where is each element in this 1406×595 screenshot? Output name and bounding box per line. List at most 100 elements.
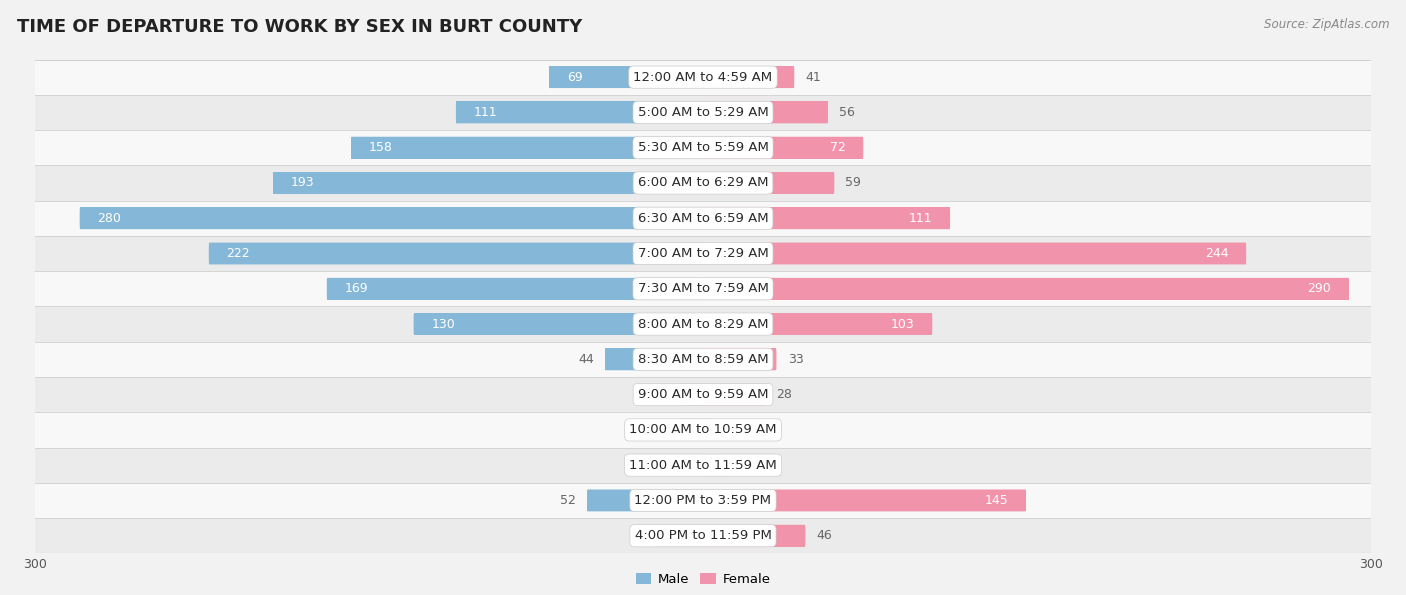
Text: 72: 72 (830, 141, 845, 154)
Bar (703, 525, 806, 547)
Bar (273, 172, 703, 194)
FancyBboxPatch shape (352, 137, 703, 159)
Text: 169: 169 (344, 282, 368, 295)
Bar (703, 419, 714, 441)
Text: 10:00 AM to 10:59 AM: 10:00 AM to 10:59 AM (630, 424, 776, 436)
Bar (588, 490, 703, 511)
Text: 1: 1 (682, 459, 689, 472)
FancyBboxPatch shape (703, 419, 714, 441)
Text: 4:00 PM to 11:59 PM: 4:00 PM to 11:59 PM (634, 529, 772, 542)
Text: 111: 111 (474, 106, 498, 119)
Bar (703, 172, 834, 194)
Text: 244: 244 (1205, 247, 1229, 260)
FancyBboxPatch shape (703, 525, 806, 547)
Text: 33: 33 (787, 353, 803, 366)
Text: 5:00 AM to 5:29 AM: 5:00 AM to 5:29 AM (638, 106, 768, 119)
Bar (703, 278, 1348, 300)
Bar (35, 271, 1371, 306)
FancyBboxPatch shape (703, 349, 776, 370)
FancyBboxPatch shape (703, 66, 794, 88)
FancyBboxPatch shape (605, 349, 703, 370)
FancyBboxPatch shape (703, 313, 932, 335)
Text: 130: 130 (432, 318, 456, 331)
Text: 10: 10 (737, 459, 752, 472)
Text: 9:00 AM to 9:59 AM: 9:00 AM to 9:59 AM (638, 388, 768, 401)
Bar (35, 60, 1371, 95)
Bar (35, 306, 1371, 342)
FancyBboxPatch shape (413, 313, 703, 335)
Text: 222: 222 (226, 247, 250, 260)
FancyBboxPatch shape (80, 207, 703, 229)
FancyBboxPatch shape (658, 525, 703, 547)
Bar (658, 525, 703, 547)
Text: 56: 56 (839, 106, 855, 119)
FancyBboxPatch shape (700, 454, 703, 476)
Text: 5:30 AM to 5:59 AM: 5:30 AM to 5:59 AM (637, 141, 769, 154)
FancyBboxPatch shape (703, 384, 765, 406)
FancyBboxPatch shape (326, 278, 703, 300)
Bar (703, 349, 776, 370)
FancyBboxPatch shape (703, 102, 828, 123)
Text: Source: ZipAtlas.com: Source: ZipAtlas.com (1264, 18, 1389, 31)
Text: 11: 11 (651, 424, 668, 436)
Bar (326, 278, 703, 300)
Text: 7:00 AM to 7:29 AM: 7:00 AM to 7:29 AM (638, 247, 768, 260)
Bar (35, 412, 1371, 447)
Bar (703, 207, 950, 229)
FancyBboxPatch shape (588, 490, 703, 511)
Bar (703, 102, 828, 123)
Text: 10: 10 (654, 388, 669, 401)
Bar (80, 207, 703, 229)
Text: 158: 158 (368, 141, 392, 154)
FancyBboxPatch shape (703, 172, 834, 194)
Bar (703, 384, 765, 406)
Bar (605, 349, 703, 370)
Bar (35, 447, 1371, 483)
Bar (35, 165, 1371, 201)
Text: 290: 290 (1308, 282, 1330, 295)
Text: 44: 44 (578, 353, 593, 366)
FancyBboxPatch shape (703, 490, 1026, 511)
FancyBboxPatch shape (550, 66, 703, 88)
Text: TIME OF DEPARTURE TO WORK BY SEX IN BURT COUNTY: TIME OF DEPARTURE TO WORK BY SEX IN BURT… (17, 18, 582, 36)
Text: 5: 5 (725, 424, 734, 436)
Text: 12:00 AM to 4:59 AM: 12:00 AM to 4:59 AM (634, 71, 772, 84)
Bar (413, 313, 703, 335)
FancyBboxPatch shape (679, 419, 703, 441)
Text: 52: 52 (560, 494, 576, 507)
Bar (35, 518, 1371, 553)
Bar (700, 454, 703, 476)
Text: 6:00 AM to 6:29 AM: 6:00 AM to 6:29 AM (638, 177, 768, 189)
Bar (35, 201, 1371, 236)
Text: 111: 111 (908, 212, 932, 225)
Bar (208, 243, 703, 264)
FancyBboxPatch shape (273, 172, 703, 194)
FancyBboxPatch shape (208, 243, 703, 264)
FancyBboxPatch shape (456, 102, 703, 123)
Bar (550, 66, 703, 88)
Text: 8:30 AM to 8:59 AM: 8:30 AM to 8:59 AM (638, 353, 768, 366)
Bar (456, 102, 703, 123)
FancyBboxPatch shape (703, 207, 950, 229)
Text: 7:30 AM to 7:59 AM: 7:30 AM to 7:59 AM (637, 282, 769, 295)
Text: 20: 20 (631, 529, 647, 542)
Bar (35, 483, 1371, 518)
Bar (703, 243, 1246, 264)
Text: 280: 280 (97, 212, 121, 225)
Bar (703, 454, 725, 476)
Text: 46: 46 (817, 529, 832, 542)
FancyBboxPatch shape (703, 454, 725, 476)
Bar (35, 342, 1371, 377)
Text: 28: 28 (776, 388, 793, 401)
Bar (35, 95, 1371, 130)
Bar (703, 137, 863, 159)
Bar (681, 384, 703, 406)
Bar (35, 130, 1371, 165)
Legend: Male, Female: Male, Female (630, 568, 776, 591)
FancyBboxPatch shape (681, 384, 703, 406)
Text: 11:00 AM to 11:59 AM: 11:00 AM to 11:59 AM (628, 459, 778, 472)
Text: 41: 41 (806, 71, 821, 84)
Text: 6:30 AM to 6:59 AM: 6:30 AM to 6:59 AM (638, 212, 768, 225)
Text: 8:00 AM to 8:29 AM: 8:00 AM to 8:29 AM (638, 318, 768, 331)
Text: 145: 145 (984, 494, 1008, 507)
